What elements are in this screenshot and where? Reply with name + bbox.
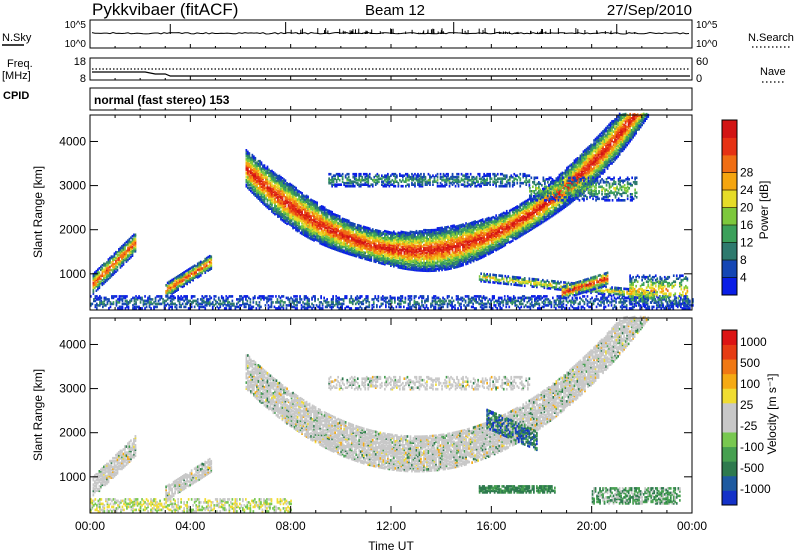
nsearch-tick-bottom: 10^0 — [696, 39, 718, 50]
y-tick-label: 3000 — [59, 179, 86, 193]
colorbar-swatch — [722, 446, 737, 462]
colorbar-swatch — [722, 344, 737, 360]
colorbar-tick: 25 — [740, 398, 754, 412]
freq-trace — [92, 71, 690, 77]
nave-label: Nave — [760, 66, 786, 78]
x-tick-label: 16:00 — [476, 519, 506, 533]
freq-tick-bottom: 8 — [80, 73, 86, 85]
velocity-axes: 1000 2000 3000 4000 00:00 04:00 08:00 12:00 16:0… — [59, 318, 707, 533]
colorbar-tick: 8 — [740, 253, 747, 267]
colorbar-tick: -100 — [740, 440, 764, 454]
colorbar-swatch — [722, 388, 737, 404]
freq-tick-top: 18 — [74, 56, 86, 68]
colorbar-tick: 1000 — [740, 335, 767, 349]
x-tick-label: 12:00 — [376, 519, 406, 533]
y-tick-label: 2000 — [59, 223, 86, 237]
velocity-colorbar: 1000 500 100 25 -25 -100 -500 -1000 — [721, 329, 771, 506]
velocity-panel: 1000 2000 3000 4000 00:00 04:00 08:00 12:00 16:0… — [31, 315, 707, 553]
colorbar-tick: -500 — [740, 461, 764, 475]
nave-tick-top: 60 — [696, 56, 708, 68]
y-tick-label: 4000 — [59, 134, 86, 148]
colorbar-tick: 28 — [740, 166, 754, 180]
y-tick-label: 1000 — [59, 267, 86, 281]
velocity-ylabel: Slant Range [km] — [31, 369, 45, 461]
nsearch-label: N.Search — [748, 32, 794, 44]
power-ylabel: Slant Range [km] — [31, 166, 45, 258]
colorbar-tick: 500 — [740, 356, 760, 370]
colorbar-swatch — [722, 120, 737, 138]
colorbar-swatch — [722, 490, 737, 506]
colorbar-swatch — [722, 260, 737, 278]
y-tick-label: 2000 — [59, 426, 86, 440]
colorbar-swatch — [722, 225, 737, 243]
colorbar-swatch — [722, 461, 737, 477]
colorbar-tick: 12 — [740, 236, 754, 250]
beam-title: Beam 12 — [365, 2, 425, 19]
station-title: Pykkvibaer (fitACF) — [92, 0, 238, 19]
nsky-tick-top: 10^5 — [65, 20, 87, 31]
freq-strip: Freq. [MHz] 18 8 60 0 Nave CPID — [2, 56, 786, 102]
colorbar-swatch — [722, 373, 737, 389]
colorbar-tick: -25 — [740, 419, 758, 433]
date-title: 27/Sep/2010 — [607, 2, 692, 19]
colorbar-swatch — [722, 172, 737, 191]
velocity-colorbar-label: Velocity [m s⁻¹] — [765, 373, 779, 454]
colorbar-tick: 20 — [740, 201, 754, 215]
x-tick-label: 08:00 — [276, 519, 306, 533]
freq-unit: [MHz] — [2, 70, 31, 82]
colorbar-swatch — [722, 432, 737, 448]
colorbar-swatch — [722, 330, 737, 345]
nsky-strip: N.Sky 10^5 10^0 10^5 10^0 N.Search — [2, 19, 794, 110]
cpid-value: normal (fast stereo) 153 — [94, 93, 230, 107]
velocity-data — [90, 315, 681, 513]
power-axes: 1000 2000 3000 4000 — [59, 115, 693, 310]
colorbar-tick: 100 — [740, 377, 760, 391]
nsearch-tick-top: 10^5 — [696, 20, 718, 31]
colorbar-swatch — [722, 417, 737, 433]
colorbar-swatch — [722, 137, 737, 156]
nsky-tick-bottom: 10^0 — [65, 39, 87, 50]
nsky-label: N.Sky — [2, 32, 32, 44]
y-tick-label: 1000 — [59, 470, 86, 484]
colorbar-tick: 24 — [740, 183, 754, 197]
colorbar-swatch — [722, 155, 737, 173]
power-data — [90, 112, 694, 310]
colorbar-swatch — [722, 402, 737, 418]
colorbar-swatch — [722, 359, 737, 375]
colorbar-swatch — [722, 277, 737, 296]
y-tick-label: 4000 — [59, 337, 86, 351]
nave-tick-bottom: 0 — [696, 73, 702, 85]
nsky-spikes — [89, 22, 693, 110]
colorbar-swatch — [722, 190, 737, 208]
x-tick-label: 04:00 — [175, 519, 205, 533]
x-tick-label: 00:00 — [75, 519, 105, 533]
colorbar-swatch — [722, 475, 737, 491]
colorbar-swatch — [722, 242, 737, 261]
colorbar-tick: -1000 — [740, 482, 771, 496]
cpid-label: CPID — [3, 90, 29, 102]
y-tick-label: 3000 — [59, 382, 86, 396]
power-colorbar: 4 8 12 16 20 24 28 — [721, 119, 754, 296]
colorbar-tick: 4 — [740, 271, 747, 285]
x-tick-label: 00:00 — [677, 519, 707, 533]
colorbar-swatch — [722, 207, 737, 226]
freq-label: Freq. — [7, 58, 33, 70]
power-panel: 1000 2000 3000 4000 Slant Range [km] — [31, 112, 694, 311]
power-colorbar-label: Power [dB] — [757, 181, 771, 240]
colorbar-tick: 16 — [740, 218, 754, 232]
cpid-strip: normal (fast stereo) 153 — [89, 87, 693, 111]
x-tick-label: 20:00 — [577, 519, 607, 533]
time-xlabel: Time UT — [368, 539, 414, 553]
